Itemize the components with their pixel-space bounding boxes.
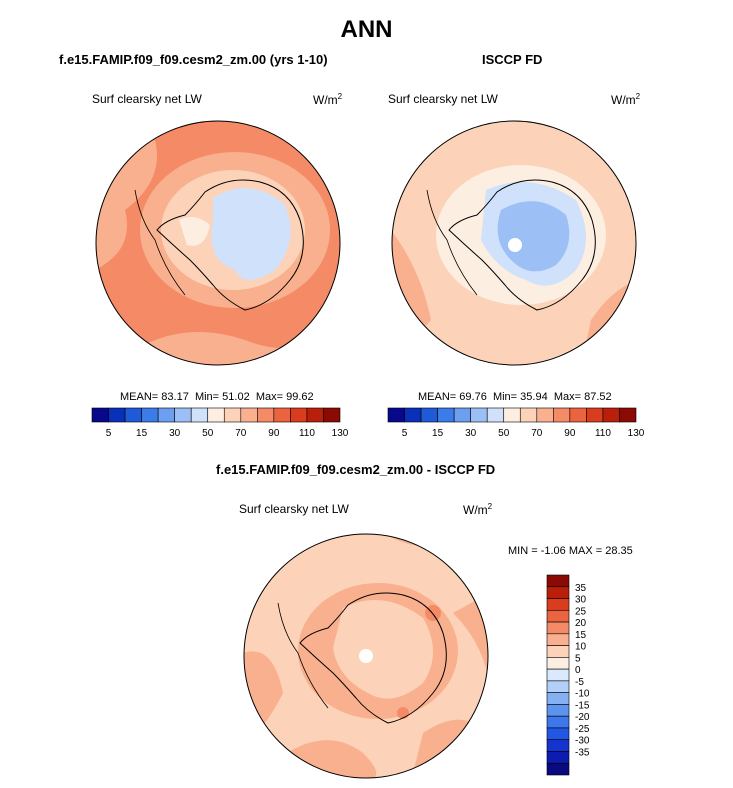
colorbar-swatch xyxy=(546,762,570,776)
colorbar-tick-label: 35 xyxy=(575,583,587,594)
colorbar-swatch xyxy=(546,574,570,588)
colorbar-model: 5 15 30 50 70 90 110 130 xyxy=(91,407,349,439)
panel-obs-units: W/m2 xyxy=(611,92,641,107)
panel-diff-title: f.e15.FAMIP.f09_f09.cesm2_zm.00 - ISCCP … xyxy=(216,462,496,477)
colorbar-swatch xyxy=(190,407,209,423)
colorbar-tick-label: 90 xyxy=(268,428,280,439)
colorbar-tick-label: -20 xyxy=(575,712,590,723)
colorbar-swatch xyxy=(546,645,570,658)
colorbar-swatch xyxy=(141,407,159,423)
panel-model-field: Surf clearsky net LW xyxy=(92,92,202,106)
map-diff xyxy=(243,533,489,779)
colorbar-swatch xyxy=(437,407,455,423)
colorbar-swatch xyxy=(536,407,554,423)
colorbar-swatch xyxy=(546,751,570,764)
colorbar-tick-label: 30 xyxy=(575,595,587,606)
panel-obs-title: ISCCP FD xyxy=(482,52,543,67)
panel-model-title: f.e15.FAMIP.f09_f09.cesm2_zm.00 (yrs 1-1… xyxy=(59,52,328,67)
colorbar-swatch xyxy=(546,621,570,635)
colorbar-swatch xyxy=(257,407,275,423)
colorbar-swatch xyxy=(553,407,571,423)
colorbar-tick-label: 130 xyxy=(332,428,349,439)
colorbar-swatch xyxy=(519,407,538,423)
colorbar-tick-label: 15 xyxy=(575,630,587,641)
colorbar-obs: 5 15 30 50 70 90 110 130 xyxy=(387,407,645,439)
colorbar-swatch xyxy=(546,739,570,752)
colorbar-swatch xyxy=(157,407,175,423)
colorbar-swatch xyxy=(546,668,570,682)
panel-diff-field: Surf clearsky net LW xyxy=(239,502,349,516)
colorbar-tick-label: 20 xyxy=(575,618,587,629)
colorbar-swatch xyxy=(569,407,587,423)
colorbar-tick-label: 110 xyxy=(299,428,315,439)
colorbar-swatch xyxy=(546,598,570,611)
colorbar-swatch xyxy=(453,407,471,423)
panel-diff-stats: MIN = -1.06 MAX = 28.35 xyxy=(508,545,633,557)
colorbar-swatch xyxy=(108,407,126,423)
colorbar-tick-label: -5 xyxy=(575,677,584,688)
colorbar-tick-label: 15 xyxy=(432,428,444,439)
colorbar-swatch xyxy=(420,407,438,423)
colorbar-swatch xyxy=(223,407,242,423)
colorbar-tick-label: -30 xyxy=(575,736,590,747)
colorbar-tick-label: 15 xyxy=(136,428,148,439)
colorbar-tick-label: -25 xyxy=(575,724,590,735)
colorbar-swatch xyxy=(546,704,570,717)
colorbar-swatch xyxy=(387,407,405,423)
colorbar-swatch xyxy=(546,715,570,729)
colorbar-tick-label: 50 xyxy=(498,428,510,439)
colorbar-tick-label: 50 xyxy=(202,428,214,439)
colorbar-tick-label: -15 xyxy=(575,700,590,711)
panel-diff-units: W/m2 xyxy=(463,502,493,517)
colorbar-swatch xyxy=(586,407,604,423)
panel-obs-field: Surf clearsky net LW xyxy=(388,92,498,106)
colorbar-swatch xyxy=(619,407,637,423)
colorbar-swatch xyxy=(124,407,142,423)
colorbar-tick-label: 70 xyxy=(235,428,247,439)
colorbar-swatch xyxy=(207,407,225,423)
panel-model-units: W/m2 xyxy=(313,92,343,107)
panel-obs-stats: MEAN= 69.76 Min= 35.94 Max= 87.52 xyxy=(418,391,612,403)
colorbar-tick-label: 5 xyxy=(575,653,581,664)
colorbar-tick-label: 90 xyxy=(564,428,576,439)
figure-title: ANN xyxy=(340,16,393,43)
colorbar-swatch xyxy=(91,407,109,423)
colorbar-swatch xyxy=(323,407,341,423)
colorbar-swatch xyxy=(503,407,521,423)
colorbar-swatch xyxy=(546,609,570,623)
colorbar-tick-label: 0 xyxy=(575,665,581,676)
colorbar-swatch xyxy=(602,407,620,423)
colorbar-tick-label: 30 xyxy=(465,428,477,439)
colorbar-tick-label: -10 xyxy=(575,689,590,700)
colorbar-swatch xyxy=(273,407,291,423)
colorbar-tick-label: 70 xyxy=(531,428,543,439)
colorbar-tick-label: 5 xyxy=(402,428,408,439)
map-model xyxy=(95,120,341,366)
colorbar-swatch xyxy=(546,633,570,646)
colorbar-swatch xyxy=(240,407,258,423)
colorbar-swatch xyxy=(546,680,570,693)
colorbar-swatch xyxy=(546,657,570,670)
colorbar-swatch xyxy=(546,727,570,741)
colorbar-tick-label: 5 xyxy=(106,428,112,439)
colorbar-tick-label: 25 xyxy=(575,606,587,617)
colorbar-swatch xyxy=(290,407,308,423)
colorbar-tick-label: 130 xyxy=(628,428,645,439)
colorbar-tick-label: -35 xyxy=(575,747,590,758)
colorbar-swatch xyxy=(306,407,324,423)
map-obs xyxy=(391,120,637,366)
colorbar-swatch xyxy=(546,586,570,599)
colorbar-swatch xyxy=(546,692,570,705)
colorbar-swatch xyxy=(486,407,505,423)
colorbar-swatch xyxy=(174,407,192,423)
colorbar-swatch xyxy=(404,407,422,423)
colorbar-tick-label: 30 xyxy=(169,428,181,439)
colorbar-tick-label: 110 xyxy=(595,428,611,439)
colorbar-swatch xyxy=(470,407,488,423)
panel-model-stats: MEAN= 83.17 Min= 51.02 Max= 99.62 xyxy=(120,391,314,403)
colorbar-tick-label: 10 xyxy=(575,642,587,653)
